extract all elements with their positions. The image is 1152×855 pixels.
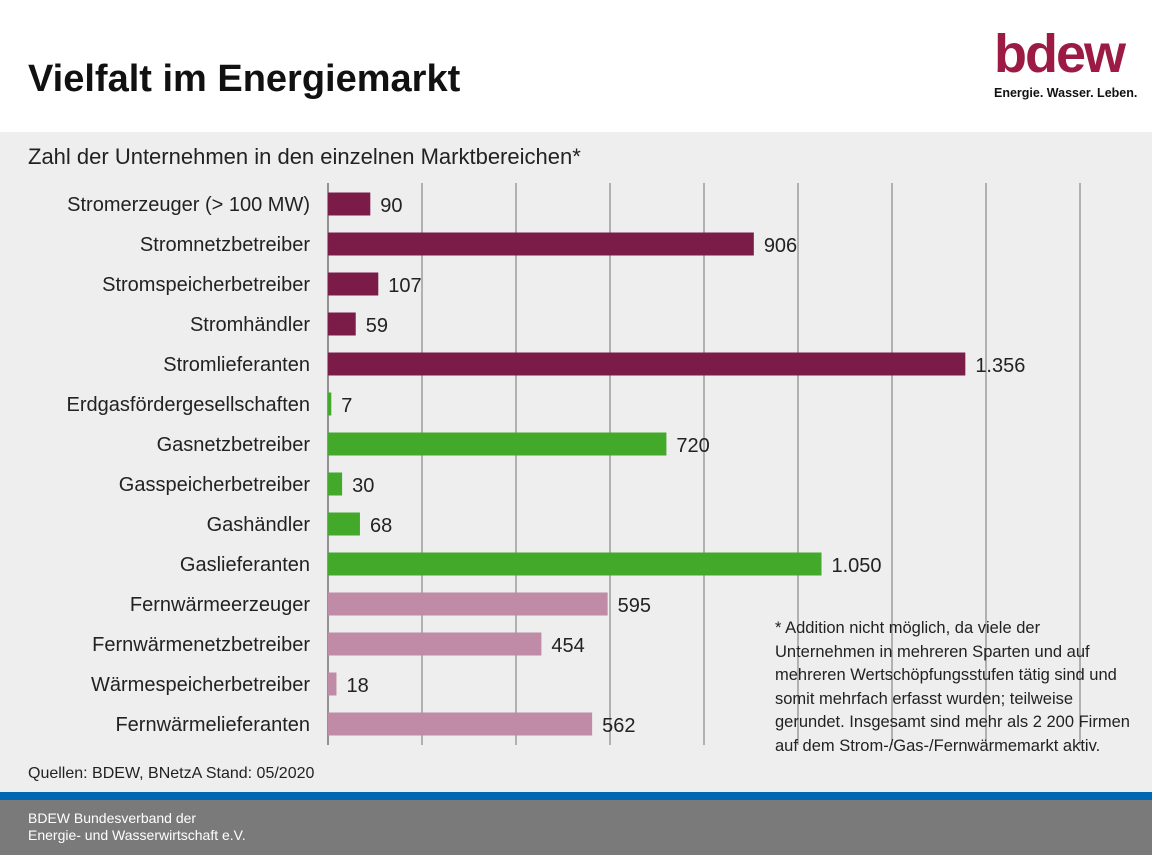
bar xyxy=(328,712,593,736)
chart-title: Zahl der Unternehmen in den einzelnen Ma… xyxy=(28,144,581,169)
value-label: 30 xyxy=(352,475,374,497)
value-label: 906 xyxy=(764,235,797,257)
bar xyxy=(328,232,754,256)
footer-line-1: BDEW Bundesverband der xyxy=(28,810,197,826)
bar xyxy=(328,672,337,696)
bar xyxy=(328,192,371,216)
sources-note: Quellen: BDEW, BNetzA Stand: 05/2020 xyxy=(28,765,315,782)
bar xyxy=(328,632,542,656)
value-label: 7 xyxy=(341,395,352,417)
value-label: 1.050 xyxy=(832,555,882,577)
value-label: 107 xyxy=(388,275,421,297)
value-label: 595 xyxy=(618,595,651,617)
bar xyxy=(328,432,667,456)
bar xyxy=(328,552,822,576)
category-label: Gaslieferanten xyxy=(180,554,310,576)
value-label: 68 xyxy=(370,515,392,537)
category-label: Fernwärmelieferanten xyxy=(115,714,310,736)
footer-text: BDEW Bundesverband der Energie- und Wass… xyxy=(28,810,246,844)
value-label: 1.356 xyxy=(975,355,1025,377)
bar xyxy=(328,312,356,336)
bar xyxy=(328,352,966,376)
footer: BDEW Bundesverband der Energie- und Wass… xyxy=(0,800,1152,855)
category-label: Gashändler xyxy=(207,514,311,536)
value-label: 562 xyxy=(602,715,635,737)
footnote: * Addition nicht möglich, da viele der U… xyxy=(775,619,1130,755)
footer-accent-band xyxy=(0,792,1152,800)
bar xyxy=(328,272,379,296)
logo-tagline: Energie. Wasser. Leben. xyxy=(994,86,1138,100)
category-label: Gasspeicherbetreiber xyxy=(119,474,311,496)
value-label: 59 xyxy=(366,315,388,337)
bars xyxy=(328,192,966,736)
category-label: Stromlieferanten xyxy=(163,354,310,376)
value-label: 720 xyxy=(676,435,709,457)
logo-wordmark: bdew xyxy=(994,24,1126,84)
footer-line-2: Energie- und Wasserwirtschaft e.V. xyxy=(28,827,246,843)
value-label: 454 xyxy=(551,635,584,657)
category-label: Gasnetzbetreiber xyxy=(157,434,311,456)
category-label: Wärmespeicherbetreiber xyxy=(91,674,310,696)
category-label: Stromhändler xyxy=(190,314,310,336)
category-label: Fernwärmeerzeuger xyxy=(130,594,310,616)
bdew-logo: bdew Energie. Wasser. Leben. xyxy=(980,24,1140,104)
category-label: Stromerzeuger (> 100 MW) xyxy=(67,194,310,216)
category-label: Fernwärmenetzbetreiber xyxy=(92,634,310,656)
value-label: 90 xyxy=(380,195,402,217)
category-label: Erdgasfördergesellschaften xyxy=(67,394,310,416)
bar xyxy=(328,592,608,616)
page-title: Vielfalt im Energiemarkt xyxy=(28,58,461,100)
bar xyxy=(328,512,360,536)
category-labels: Stromerzeuger (> 100 MW) Stromnetzbetreib… xyxy=(67,194,311,736)
category-label: Stromnetzbetreiber xyxy=(140,234,310,256)
header: Vielfalt im Energiemarkt bdew Energie. W… xyxy=(0,0,1152,132)
bar xyxy=(328,392,332,416)
bar xyxy=(328,472,343,496)
category-label: Stromspeicherbetreiber xyxy=(102,274,310,296)
value-label: 18 xyxy=(346,675,368,697)
